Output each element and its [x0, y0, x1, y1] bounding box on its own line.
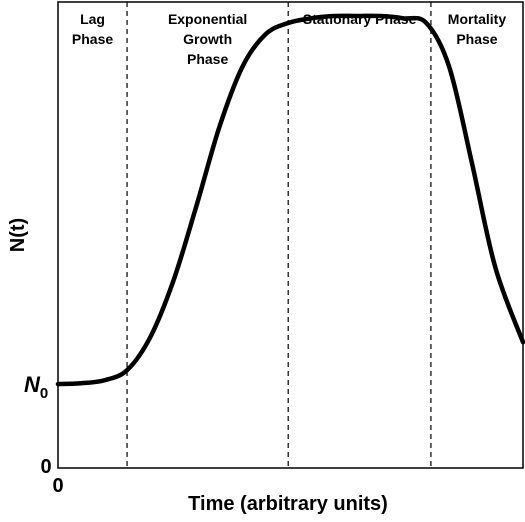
phase-label-2-line-1: Exponential: [168, 11, 247, 27]
x-axis-label: Time (arbitrary units): [188, 493, 388, 515]
phase-label-4: Mortality Phase: [448, 11, 507, 47]
phase-label-1: Lag Phase: [72, 11, 113, 47]
phase-label-2-line-2: Growth: [183, 31, 232, 47]
phase-label-2: Exponential Growth Phase: [168, 11, 247, 67]
n0-subscript: 0: [40, 385, 48, 402]
x-tick-label-zero: 0: [52, 475, 63, 497]
y-tick-label-zero: 0: [40, 456, 51, 478]
y-tick-label-n0: N0: [24, 372, 48, 402]
phase-label-1-line-1: Lag: [80, 11, 105, 27]
plot-frame: [57, 1, 524, 469]
phase-boundaries: [126, 2, 432, 468]
n0-letter: N: [24, 372, 41, 397]
phase-label-2-line-3: Phase: [187, 51, 228, 67]
phase-label-4-line-1: Mortality: [448, 11, 507, 27]
series-line-growth-curve: [55, 13, 525, 387]
phase-label-4-line-2: Phase: [456, 31, 497, 47]
phase-label-1-line-2: Phase: [72, 31, 113, 47]
y-axis-label: N(t): [7, 218, 29, 252]
